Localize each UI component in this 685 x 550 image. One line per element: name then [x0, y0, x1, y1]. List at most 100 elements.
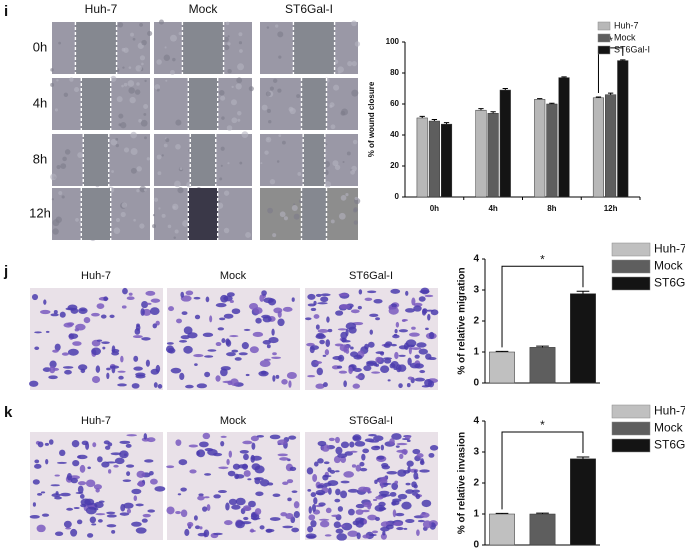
cell — [349, 450, 358, 453]
error-bar — [537, 98, 543, 100]
cell — [340, 480, 350, 484]
panel-letter: i — [4, 3, 8, 20]
texture — [115, 143, 119, 148]
cell — [355, 464, 361, 472]
texture — [130, 131, 137, 139]
cell — [337, 328, 347, 331]
cell — [338, 370, 348, 374]
cell — [293, 510, 300, 519]
error-bar — [536, 512, 549, 514]
texture — [152, 224, 157, 229]
cell — [119, 512, 130, 516]
cell — [307, 293, 316, 300]
cell — [348, 366, 353, 375]
texture — [163, 54, 171, 62]
cell — [310, 345, 320, 350]
cell — [272, 352, 277, 356]
cell — [125, 464, 135, 468]
texture — [143, 104, 149, 109]
cell — [343, 471, 355, 478]
cell — [415, 494, 421, 500]
cell — [180, 487, 187, 492]
cell — [170, 367, 182, 374]
texture — [227, 35, 230, 38]
cell — [110, 452, 122, 456]
cell — [32, 479, 40, 485]
cell — [146, 302, 152, 305]
bar — [475, 109, 487, 198]
cell — [52, 349, 59, 353]
bar — [558, 77, 570, 198]
cell — [235, 474, 245, 479]
texture — [283, 216, 288, 221]
cell — [272, 375, 276, 382]
cell — [399, 453, 404, 459]
cell — [180, 291, 185, 298]
texture — [340, 195, 347, 201]
texture — [156, 154, 162, 160]
cell — [404, 435, 411, 440]
cell — [131, 383, 140, 389]
wound-area — [75, 22, 117, 74]
y-tick-label: 40 — [390, 130, 399, 139]
cell — [228, 450, 233, 458]
cell — [133, 366, 143, 371]
cell — [255, 491, 264, 497]
cell — [176, 318, 182, 324]
cell — [264, 358, 271, 361]
cell — [391, 501, 397, 506]
cell — [145, 290, 156, 296]
cell — [318, 518, 330, 521]
cell — [317, 329, 329, 333]
cell — [383, 343, 391, 348]
cell — [289, 466, 297, 471]
cell — [241, 342, 249, 350]
cell — [317, 484, 324, 489]
cell — [389, 491, 397, 497]
cell — [275, 374, 280, 379]
cell — [203, 496, 210, 499]
texture — [237, 118, 241, 122]
cell — [106, 511, 116, 515]
x-tick-label: 0h — [430, 204, 439, 213]
cell — [381, 463, 389, 468]
cell — [411, 489, 420, 493]
texture — [121, 84, 124, 88]
y-tick-label: 2 — [473, 478, 479, 489]
cell — [77, 364, 88, 371]
cell — [141, 337, 151, 341]
cell — [221, 338, 226, 344]
texture — [178, 32, 182, 36]
cell — [259, 479, 270, 487]
texture — [278, 55, 282, 59]
cell — [126, 296, 135, 301]
cell — [352, 434, 362, 442]
cell — [117, 370, 126, 373]
cell — [175, 510, 181, 515]
y-tick-label: 4 — [473, 416, 479, 427]
cell — [324, 534, 332, 537]
cell — [341, 522, 353, 531]
texture — [58, 41, 62, 45]
cell — [135, 503, 144, 507]
cell — [262, 316, 272, 323]
cell — [91, 523, 97, 526]
texture — [62, 156, 67, 162]
texture — [231, 85, 234, 89]
cell — [98, 500, 105, 503]
texture — [220, 95, 226, 101]
cell — [227, 470, 236, 477]
cell — [327, 328, 333, 333]
texture — [291, 205, 298, 212]
cell — [133, 355, 139, 362]
legend-label: Mock — [614, 32, 636, 42]
cell — [41, 513, 50, 517]
texture — [170, 34, 177, 42]
cell — [187, 521, 194, 528]
cell — [362, 534, 370, 539]
cell — [97, 519, 103, 523]
wound-area — [190, 134, 216, 186]
cell — [250, 455, 262, 461]
cell — [417, 519, 425, 523]
texture — [157, 171, 162, 176]
